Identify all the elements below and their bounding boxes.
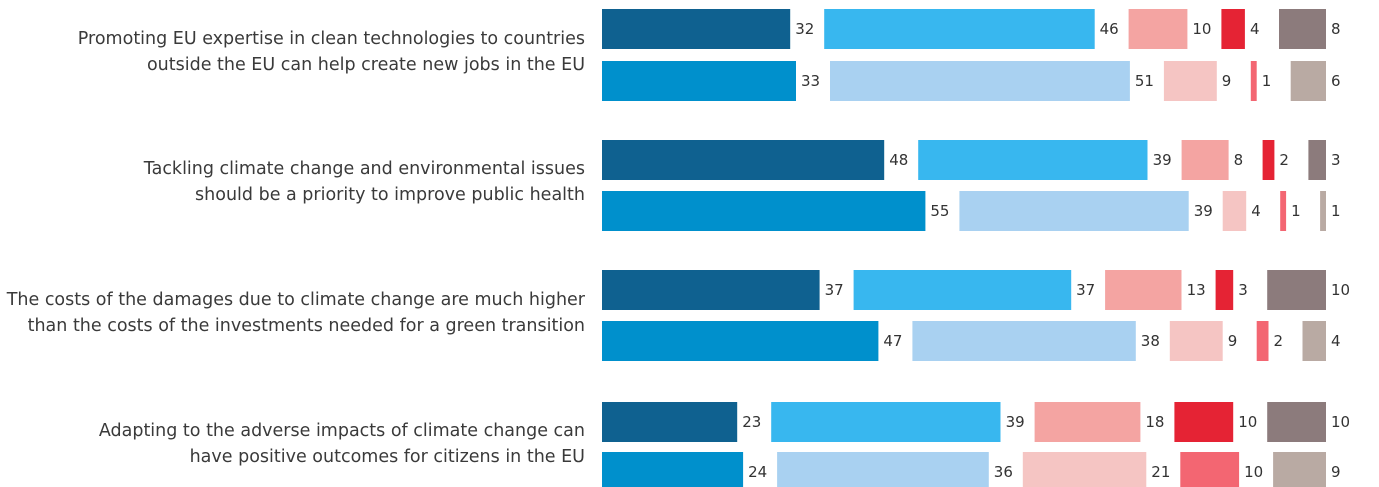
- question-label-4-line-1: Adapting to the adverse impacts of clima…: [98, 421, 585, 441]
- bar-row-3-segment-1: [602, 140, 885, 180]
- question-label-3: The costs of the damages due to climate …: [0, 287, 585, 339]
- question-label-3-line-2: than the costs of the investments needed…: [27, 316, 585, 336]
- question-label-2: Tackling climate change and environmenta…: [0, 156, 585, 208]
- bar-row-1-segment-4: [1221, 9, 1245, 49]
- value-label-row-6-segment-1: 47: [883, 332, 902, 350]
- value-label-row-8-segment-3: 21: [1151, 463, 1170, 481]
- value-label-row-4-segment-5: 1: [1331, 202, 1341, 220]
- value-label-row-1-segment-2: 46: [1100, 20, 1119, 38]
- bar-row-7-segment-5: [1267, 402, 1326, 442]
- bar-row-4-segment-2: [959, 191, 1189, 231]
- bar-row-8-segment-5: [1273, 452, 1326, 487]
- value-label-row-7-segment-3: 18: [1145, 413, 1164, 431]
- bar-row-7-segment-1: [602, 402, 738, 442]
- value-label-row-5-segment-4: 3: [1238, 281, 1248, 299]
- value-label-row-3-segment-3: 8: [1234, 151, 1244, 169]
- bar-row-6-segment-5: [1302, 321, 1326, 361]
- value-label-row-3-segment-1: 48: [889, 151, 908, 169]
- value-label-row-7-segment-1: 23: [742, 413, 761, 431]
- value-label-row-1-segment-3: 10: [1192, 20, 1211, 38]
- bar-row-8-segment-4: [1180, 452, 1240, 487]
- bar-row-6-segment-4: [1256, 321, 1269, 361]
- value-label-row-6-segment-5: 4: [1331, 332, 1341, 350]
- bar-row-7-segment-4: [1174, 402, 1234, 442]
- value-label-row-4-segment-3: 4: [1251, 202, 1261, 220]
- value-label-row-5-segment-3: 13: [1187, 281, 1206, 299]
- bar-row-5-segment-5: [1267, 270, 1326, 310]
- value-label-row-8-segment-4: 10: [1244, 463, 1263, 481]
- bar-row-5-segment-4: [1215, 270, 1234, 310]
- question-label-1-line-1: Promoting EU expertise in clean technolo…: [77, 29, 585, 49]
- value-label-row-5-segment-2: 37: [1076, 281, 1095, 299]
- value-label-row-8-segment-2: 36: [994, 463, 1013, 481]
- value-label-row-1-segment-5: 8: [1331, 20, 1341, 38]
- question-label-1-line-2: outside the EU can help create new jobs …: [146, 55, 585, 75]
- bar-row-6-segment-3: [1169, 321, 1223, 361]
- bar-row-4-segment-4: [1280, 191, 1287, 231]
- question-label-1: Promoting EU expertise in clean technolo…: [0, 26, 585, 78]
- bar-row-1-segment-3: [1128, 9, 1188, 49]
- question-label-2-line-2: should be a priority to improve public h…: [195, 185, 585, 205]
- bar-row-4-segment-5: [1320, 191, 1326, 231]
- bar-row-4-segment-1: [602, 191, 926, 231]
- value-label-row-4-segment-2: 39: [1194, 202, 1213, 220]
- value-label-row-2-segment-5: 6: [1331, 72, 1341, 90]
- bar-row-5-segment-2: [853, 270, 1072, 310]
- bar-row-7-segment-3: [1034, 402, 1141, 442]
- bar-row-6-segment-1: [602, 321, 879, 361]
- value-label-row-6-segment-2: 38: [1141, 332, 1160, 350]
- value-label-row-6-segment-4: 2: [1274, 332, 1284, 350]
- value-label-row-2-segment-2: 51: [1135, 72, 1154, 90]
- bar-row-5-segment-3: [1105, 270, 1182, 310]
- bar-row-1-segment-1: [602, 9, 791, 49]
- value-label-row-1-segment-1: 32: [795, 20, 814, 38]
- question-label-3-line-1: The costs of the damages due to climate …: [6, 290, 585, 310]
- value-label-row-2-segment-3: 9: [1222, 72, 1232, 90]
- value-label-row-3-segment-2: 39: [1153, 151, 1172, 169]
- value-label-row-2-segment-4: 1: [1262, 72, 1272, 90]
- value-label-row-7-segment-5: 10: [1331, 413, 1350, 431]
- question-label-4-line-2: have positive outcomes for citizens in t…: [189, 447, 585, 467]
- bar-row-2-segment-3: [1163, 61, 1217, 101]
- bar-row-3-segment-2: [918, 140, 1148, 180]
- value-label-row-1-segment-4: 4: [1250, 20, 1260, 38]
- question-label-4: Adapting to the adverse impacts of clima…: [0, 418, 585, 470]
- bar-row-3-segment-5: [1308, 140, 1326, 180]
- value-label-row-7-segment-4: 10: [1238, 413, 1257, 431]
- value-label-row-4-segment-1: 55: [930, 202, 949, 220]
- bar-row-2-segment-4: [1250, 61, 1257, 101]
- value-label-row-4-segment-4: 1: [1291, 202, 1301, 220]
- value-label-row-5-segment-1: 37: [825, 281, 844, 299]
- value-label-row-6-segment-3: 9: [1228, 332, 1238, 350]
- value-label-row-3-segment-4: 2: [1279, 151, 1289, 169]
- bar-row-1-segment-5: [1279, 9, 1326, 49]
- bar-row-4-segment-3: [1222, 191, 1247, 231]
- bar-row-6-segment-2: [912, 321, 1136, 361]
- value-label-row-3-segment-5: 3: [1331, 151, 1341, 169]
- bar-row-3-segment-4: [1262, 140, 1275, 180]
- value-label-row-2-segment-1: 33: [801, 72, 820, 90]
- bar-row-3-segment-3: [1181, 140, 1229, 180]
- value-label-row-8-segment-5: 9: [1331, 463, 1341, 481]
- bar-row-2-segment-2: [830, 61, 1130, 101]
- value-label-row-7-segment-2: 39: [1006, 413, 1025, 431]
- bar-row-8-segment-1: [602, 452, 744, 487]
- bar-row-1-segment-2: [824, 9, 1095, 49]
- value-label-row-8-segment-1: 24: [748, 463, 767, 481]
- value-label-row-5-segment-5: 10: [1331, 281, 1350, 299]
- question-label-2-line-1: Tackling climate change and environmenta…: [143, 159, 585, 179]
- bar-row-2-segment-5: [1290, 61, 1326, 101]
- bar-row-7-segment-2: [771, 402, 1001, 442]
- bar-row-8-segment-3: [1022, 452, 1147, 487]
- bar-row-8-segment-2: [777, 452, 989, 487]
- bar-row-5-segment-1: [602, 270, 820, 310]
- bar-row-2-segment-1: [602, 61, 796, 101]
